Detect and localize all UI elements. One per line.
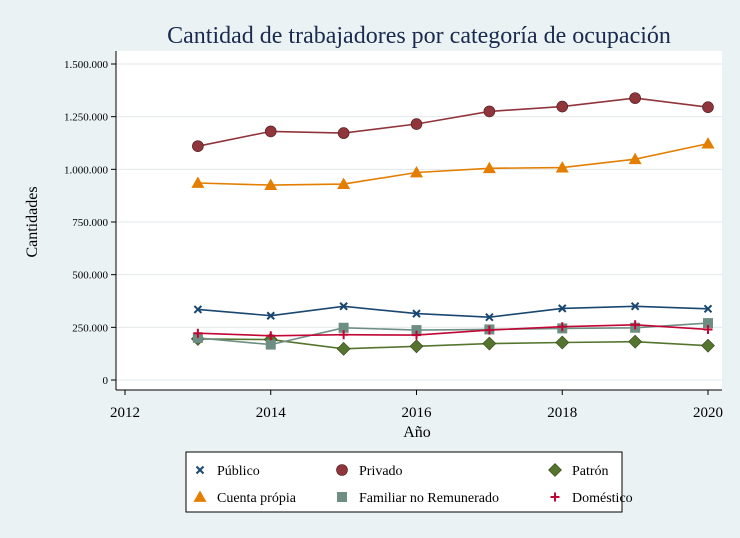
data-point bbox=[412, 309, 421, 318]
data-point bbox=[701, 338, 715, 353]
legend-label: Familiar no Remunerado bbox=[359, 491, 499, 506]
data-point bbox=[556, 100, 569, 113]
data-point bbox=[703, 318, 713, 329]
data-point bbox=[628, 152, 642, 165]
data-point bbox=[264, 125, 277, 138]
x-axis-ticks: 2012 2014 2016 2018 2020 bbox=[110, 390, 723, 421]
data-point bbox=[484, 325, 494, 335]
legend-label: Doméstico bbox=[572, 491, 633, 506]
chart-title: Cantidad de trabajadores por categoría d… bbox=[167, 23, 671, 49]
legend-item: Público bbox=[195, 464, 260, 479]
data-point bbox=[555, 335, 570, 350]
data-point bbox=[485, 313, 494, 322]
data-point bbox=[482, 161, 496, 174]
series-0 bbox=[193, 302, 713, 322]
data-point bbox=[630, 302, 640, 311]
data-point bbox=[264, 178, 278, 191]
data-point bbox=[336, 341, 351, 356]
y-tick-label: 750.000 bbox=[72, 217, 108, 229]
legend-label: Público bbox=[217, 464, 260, 479]
legend-marker bbox=[193, 490, 207, 502]
series-line bbox=[197, 323, 709, 337]
data-point bbox=[266, 331, 276, 341]
data-point bbox=[410, 118, 423, 130]
data-point bbox=[483, 105, 496, 118]
series-1 bbox=[192, 92, 714, 152]
data-point bbox=[702, 101, 714, 113]
series-line bbox=[197, 305, 709, 319]
data-point bbox=[701, 137, 715, 149]
data-point bbox=[703, 324, 713, 334]
legend-label: Patrón bbox=[572, 464, 609, 479]
data-point bbox=[193, 305, 203, 314]
data-point bbox=[557, 322, 567, 332]
y-tick-label: 250.000 bbox=[72, 322, 108, 334]
series-5 bbox=[193, 320, 713, 341]
y-axis-ticks: 0 250.000 500.000 750.000 1.000.000 1.250.000… bbox=[64, 59, 116, 387]
data-point bbox=[703, 304, 713, 314]
legend-label: Privado bbox=[359, 464, 403, 479]
data-point bbox=[192, 332, 203, 343]
data-point bbox=[193, 328, 203, 338]
legend-marker bbox=[336, 464, 348, 476]
data-point bbox=[337, 177, 351, 189]
data-point bbox=[628, 334, 643, 349]
legend-item: Doméstico bbox=[550, 491, 633, 506]
data-point bbox=[191, 176, 205, 188]
legend-marker bbox=[548, 463, 562, 477]
data-point bbox=[410, 165, 423, 178]
x-tick-label: 2016 bbox=[402, 405, 433, 421]
data-point bbox=[412, 330, 421, 340]
x-tick-label: 2018 bbox=[547, 405, 577, 421]
series-line bbox=[197, 142, 709, 186]
data-point bbox=[411, 325, 422, 336]
axes bbox=[115, 51, 722, 391]
y-tick-label: 0 bbox=[103, 375, 109, 387]
legend-item: Cuenta própia bbox=[193, 490, 297, 506]
y-tick-label: 1.500.000 bbox=[64, 59, 109, 71]
data-point bbox=[558, 304, 567, 313]
y-tick-label: 500.000 bbox=[72, 270, 108, 282]
legend-marker bbox=[337, 492, 347, 502]
y-axis-label: Cantidades bbox=[24, 186, 41, 257]
data-point bbox=[266, 311, 275, 320]
legend-box bbox=[185, 451, 623, 513]
data-point bbox=[629, 92, 641, 104]
x-tick-label: 2012 bbox=[110, 405, 140, 421]
legend-marker bbox=[550, 492, 560, 502]
legend-item: Familiar no Remunerado bbox=[337, 491, 499, 506]
x-tick-label: 2014 bbox=[256, 405, 287, 421]
y-tick-label: 1.000.000 bbox=[64, 164, 109, 176]
data-point bbox=[337, 127, 350, 139]
series-line bbox=[197, 322, 709, 346]
legend-label: Cuenta própia bbox=[217, 491, 297, 506]
legend-item: Patrón bbox=[548, 463, 609, 479]
data-point bbox=[630, 320, 640, 330]
data-point bbox=[339, 330, 349, 340]
series-line bbox=[197, 97, 709, 147]
series-3 bbox=[191, 137, 715, 191]
legend-item: Privado bbox=[336, 464, 403, 479]
data-point bbox=[338, 322, 349, 333]
data-point bbox=[339, 302, 348, 311]
data-point bbox=[482, 336, 497, 351]
data-point bbox=[265, 339, 276, 350]
data-point bbox=[409, 339, 424, 354]
data-point bbox=[555, 161, 569, 173]
x-tick-label: 2020 bbox=[693, 405, 723, 421]
y-tick-label: 1.250.000 bbox=[64, 112, 109, 124]
x-axis-label: Año bbox=[403, 424, 431, 441]
data-point bbox=[192, 140, 204, 152]
legend-marker bbox=[195, 465, 205, 475]
legend: Público Privado Patrón Cuenta própia Familia… bbox=[185, 451, 633, 513]
series-layer bbox=[190, 92, 715, 356]
